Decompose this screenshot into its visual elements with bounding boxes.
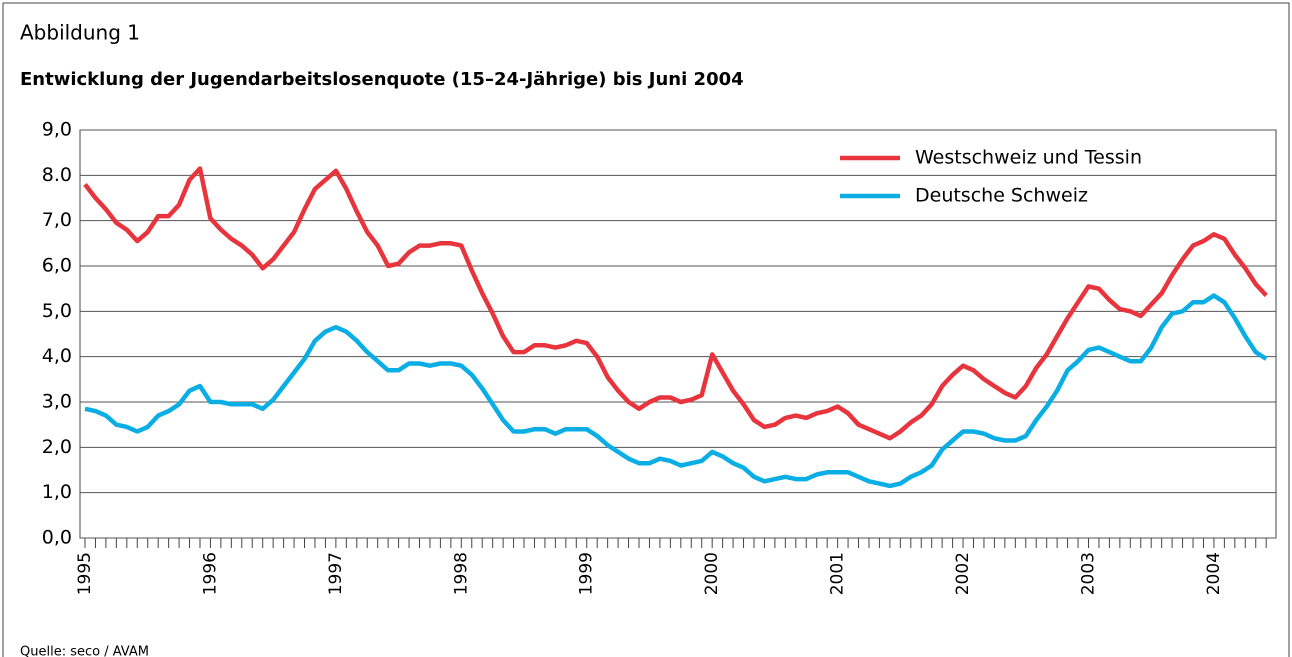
y-tick-label: 6,0: [42, 255, 72, 277]
x-tick-label: 2003: [1078, 552, 1098, 595]
x-tick-label: 1998: [451, 552, 471, 595]
y-tick-label: 3,0: [42, 391, 72, 413]
chart-title: Entwicklung der Jugendarbeitslosenquote …: [20, 69, 744, 90]
x-tick-label: 2000: [702, 552, 722, 595]
x-tick-label: 1995: [75, 552, 95, 595]
x-tick-label: 2004: [1204, 552, 1224, 595]
figure-label: Abbildung 1: [20, 21, 140, 45]
series-line: [84, 293, 1268, 489]
y-tick-label: 1,0: [42, 481, 72, 503]
x-tick-label: 2002: [953, 552, 973, 595]
x-tick-label: 1996: [200, 552, 220, 595]
y-tick-label: 4,0: [42, 345, 72, 367]
x-tick-label: 1999: [577, 552, 597, 595]
y-tick-label: 0,0: [42, 527, 72, 549]
y-tick-label: 9,0: [42, 119, 72, 141]
source: Quelle: seco / AVAM: [20, 645, 149, 657]
y-tick-label: 2,0: [42, 436, 72, 458]
y-tick-label: 8.0: [42, 164, 72, 186]
legend-label: Deutsche Schweiz: [915, 185, 1088, 207]
x-tick-label: 2001: [828, 552, 848, 595]
plot-area: [79, 129, 1277, 539]
y-tick-label: 7,0: [42, 209, 72, 231]
legend-label: Westschweiz und Tessin: [915, 147, 1142, 169]
series-line: [83, 166, 1268, 441]
y-tick-label: 5,0: [42, 300, 72, 322]
x-tick-label: 1997: [326, 552, 346, 595]
